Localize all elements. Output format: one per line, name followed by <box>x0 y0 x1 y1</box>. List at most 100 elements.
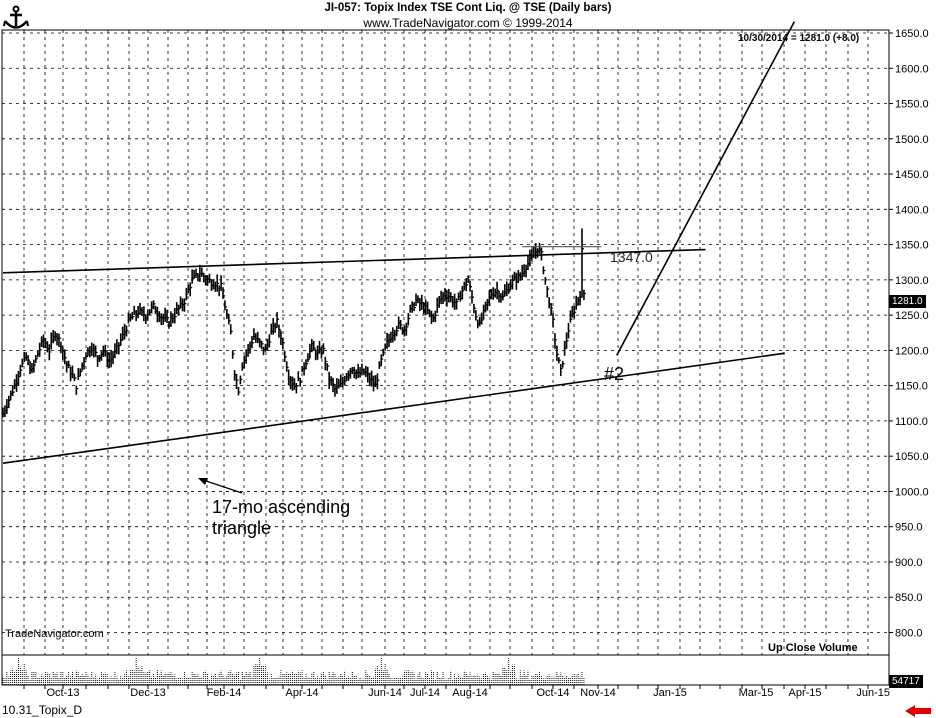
price-bar <box>567 322 571 339</box>
y-tick-label: 1600.0 <box>895 63 929 75</box>
price-bar <box>511 274 515 290</box>
price-bar <box>540 247 544 261</box>
scroll-left-arrow-icon[interactable] <box>905 705 931 717</box>
chart-title: JI-057: Topix Index TSE Cont Liq. @ TSE … <box>324 2 612 14</box>
grid <box>1 29 890 686</box>
last-bar-label: 10/30/2014 = 1281.0 (+8.0) <box>738 33 860 44</box>
y-tick-label: 1400.0 <box>895 204 929 216</box>
price-bar <box>376 373 380 390</box>
price-bar <box>475 310 478 321</box>
price-bar <box>231 350 235 359</box>
price-bar <box>413 302 417 312</box>
trendline-upper <box>2 248 706 274</box>
y-tick-label: 1650.0 <box>895 28 929 40</box>
price-bar <box>79 368 83 377</box>
y-tick-label: 900.0 <box>895 557 923 569</box>
price-bar <box>185 287 189 301</box>
price-bar <box>305 359 309 370</box>
price-bar <box>295 382 299 394</box>
price-bar <box>125 325 129 337</box>
price-bar <box>324 356 328 371</box>
volume-box: 54717 <box>889 675 923 688</box>
y-tick-label: 1150.0 <box>895 381 928 393</box>
last-price-box: 1281.0 <box>889 295 926 308</box>
plot-frame <box>1 29 890 656</box>
price-bar <box>235 373 239 389</box>
arrow-head <box>198 478 208 485</box>
volume-header: Up Close Volume <box>768 642 858 654</box>
y-tick-label: 850.0 <box>895 592 923 604</box>
price-bar <box>73 374 77 382</box>
x-tick-label: Oct-13 <box>46 687 79 699</box>
price-bar <box>496 281 500 300</box>
price-bar <box>71 365 75 379</box>
volume-frame <box>1 654 890 686</box>
price-bar <box>558 357 561 364</box>
y-tick-label: 1100.0 <box>895 416 928 428</box>
price-bar <box>260 340 264 350</box>
price-bar <box>407 313 411 326</box>
price-bar <box>75 385 79 395</box>
chart-subtitle: www.TradeNavigator.com © 1999-2014 <box>363 16 573 30</box>
price-bar <box>216 274 220 292</box>
price-bar <box>473 303 476 314</box>
price-bars <box>2 228 586 418</box>
y-tick-label: 1350.0 <box>895 240 929 252</box>
price-bar <box>461 285 465 300</box>
y-tick-label: 1500.0 <box>895 134 929 146</box>
y-tick-label: 1050.0 <box>895 451 929 463</box>
price-bar <box>312 340 316 351</box>
price-bar <box>183 298 187 312</box>
price-bar <box>166 309 170 324</box>
price-bar <box>546 286 550 298</box>
price-bar <box>552 313 556 328</box>
price-bar <box>550 303 554 316</box>
price-bar <box>399 319 403 330</box>
price-bar <box>581 228 584 298</box>
price-bar <box>251 335 254 349</box>
price-bar <box>189 282 193 297</box>
price-bar <box>222 287 226 299</box>
price-bar <box>573 305 577 319</box>
x-axis: Oct-13 Dec-13 Feb-14 Apr-14 Jun-14 Jul-14 Aug-… <box>23 685 890 699</box>
price-bar <box>542 266 546 275</box>
trendlines <box>2 21 796 465</box>
x-tick-label: Jun-14 <box>368 687 402 699</box>
y-tick-label: 950.0 <box>895 522 923 534</box>
footer-label: 10.31_Topix_D <box>2 703 83 717</box>
price-bar <box>299 378 303 387</box>
price-bar <box>104 344 108 357</box>
price-bar <box>276 312 280 328</box>
price-bar <box>11 385 15 397</box>
price-bar <box>27 355 31 366</box>
price-bar <box>283 351 287 363</box>
price-bar <box>229 324 233 335</box>
price-bar <box>559 364 563 377</box>
volume-bars <box>2 657 585 685</box>
price-bar <box>94 345 98 357</box>
price-bar <box>382 348 386 357</box>
price-bar <box>471 290 474 304</box>
price-bar <box>561 360 565 368</box>
y-tick-label: 1550.0 <box>895 99 929 111</box>
x-tick-label: Aug-14 <box>452 687 487 699</box>
price-bar <box>131 311 135 320</box>
trendline-projection <box>616 21 796 356</box>
price-bar <box>63 349 67 365</box>
arrow-shaft <box>199 478 243 494</box>
price-bar <box>380 354 384 366</box>
annotation-arrow <box>198 478 243 494</box>
price-bar <box>554 333 557 349</box>
price-bar <box>434 310 438 323</box>
price-bar <box>67 360 71 369</box>
price-bar <box>33 359 36 373</box>
price-bar <box>239 375 243 385</box>
price-bar <box>7 395 11 409</box>
price-bar <box>17 370 21 386</box>
point2-annotation: #2 <box>604 364 625 384</box>
x-tick-label: Jul-14 <box>410 687 440 699</box>
price-bar <box>326 363 330 371</box>
price-bar <box>455 298 459 310</box>
price-bar <box>544 276 548 285</box>
